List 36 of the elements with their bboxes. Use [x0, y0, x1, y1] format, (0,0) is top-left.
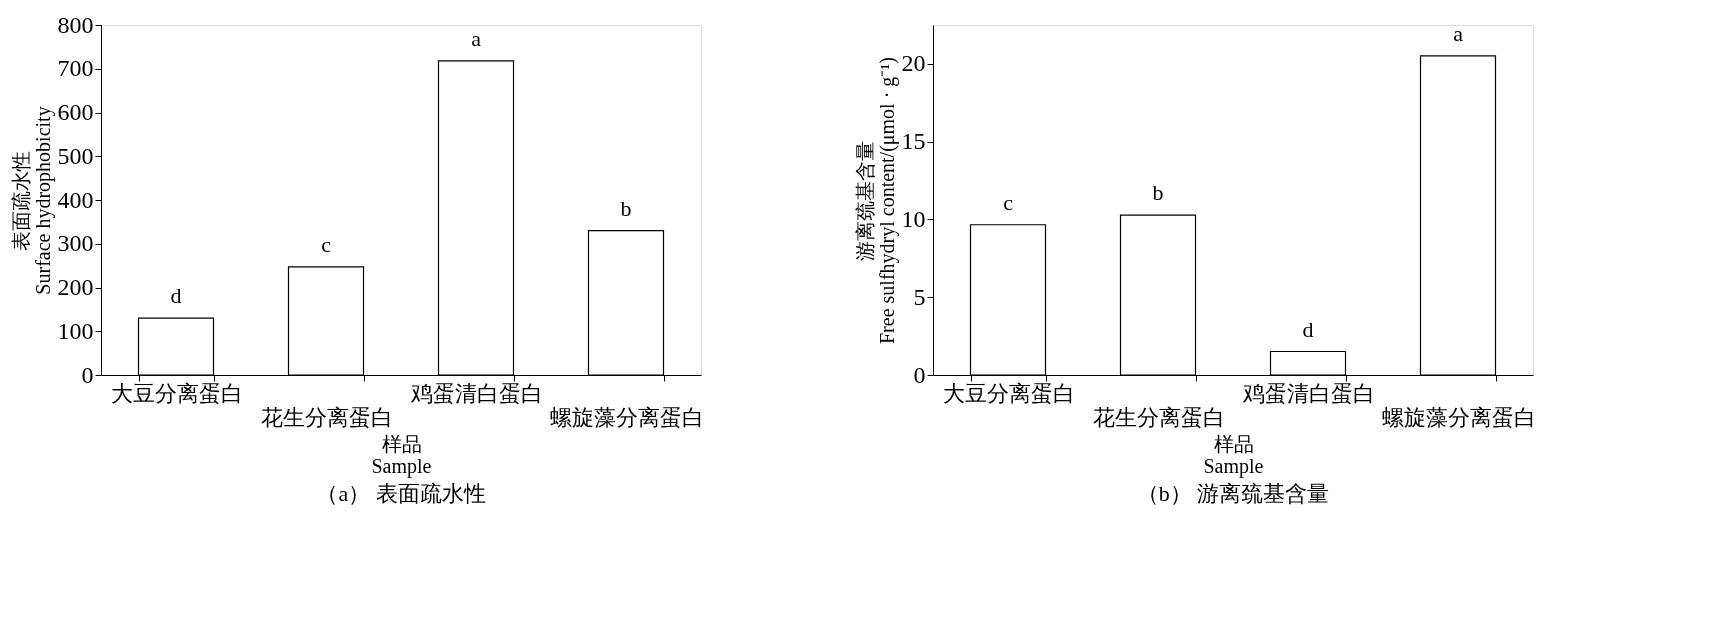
y-tick-label: 10 [901, 205, 926, 232]
annotation: c [321, 231, 332, 257]
y-tick-label: 100 [57, 317, 94, 344]
y-tick-label: 700 [57, 55, 94, 82]
y-tick-label: 200 [57, 274, 94, 300]
annotation: d [1302, 316, 1314, 342]
text: （a） 表面疏水性 [316, 481, 486, 506]
annotation: a [471, 25, 482, 51]
x-tick-label: 花生分离蛋白 [260, 404, 393, 430]
text: （b） 游离巯基含量 [1136, 481, 1330, 506]
y-tick-label: 400 [57, 186, 94, 213]
x-axis-title: 样品 Sample [1203, 432, 1264, 478]
x-tick-label: 花生分离蛋白 [1092, 404, 1225, 430]
annotation: c [1003, 189, 1014, 215]
y-tick-label: 800 [57, 11, 94, 38]
y-axis-title: 游离巯基含量 Free sulfhydryl content/(μmol · g⁻¹) [853, 57, 899, 344]
y-tick-label: 20 [901, 50, 926, 77]
y-tick-label: 0 [81, 361, 94, 388]
x-tick-label: 螺旋藻分离蛋白 [549, 404, 704, 430]
x-tick-label: 鸡蛋清白蛋白 [1241, 380, 1375, 406]
annotation: b [620, 195, 632, 221]
y-tick-label: 500 [57, 142, 94, 169]
x-tick-label: 大豆分离蛋白 [942, 380, 1075, 406]
y-tick-label: 5 [913, 283, 926, 310]
x-tick-label: 螺旋藻分离蛋白 [1381, 404, 1536, 430]
x-axis-title: 样品 Sample [371, 432, 432, 478]
annotation: b [1152, 180, 1164, 206]
annotation: d [170, 283, 182, 309]
y-tick-label: 300 [57, 230, 94, 257]
x-tick-label: 大豆分离蛋白 [110, 380, 243, 406]
x-tick-label: 鸡蛋清白蛋白 [409, 380, 543, 406]
y-tick-label: 0 [913, 361, 926, 388]
y-tick-label: 15 [901, 128, 926, 155]
annotation: a [1453, 20, 1464, 46]
y-axis-title: 表面疏水性 Surface hydrophobicity [9, 106, 55, 295]
y-tick-label: 600 [57, 99, 94, 125]
